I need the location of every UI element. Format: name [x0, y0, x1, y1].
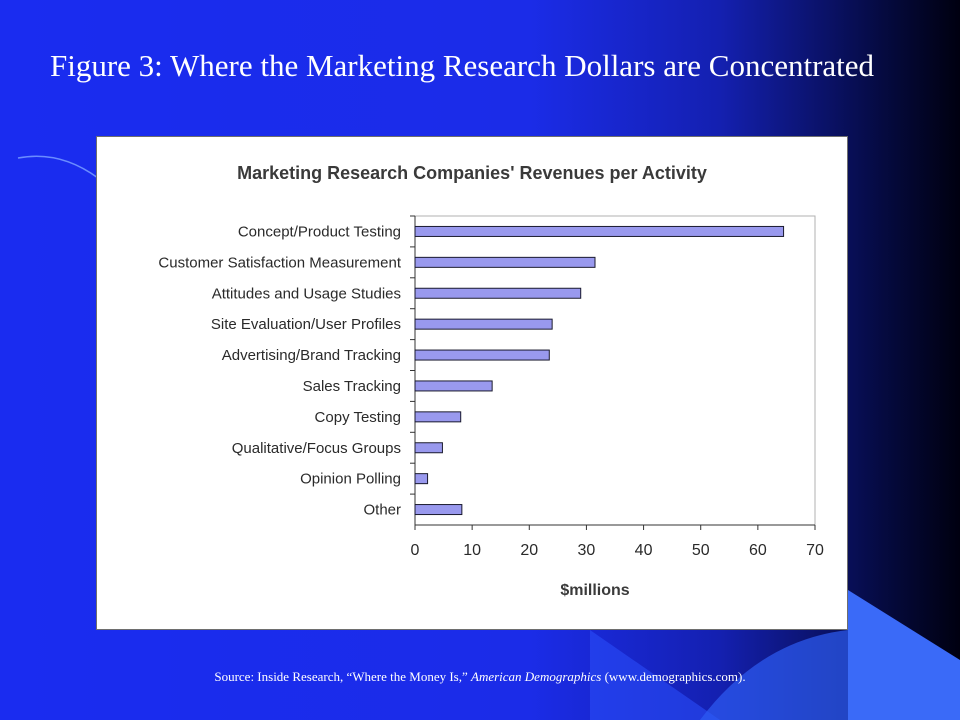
x-tick-label: 50 [692, 542, 710, 559]
bar-chart: Marketing Research Companies' Revenues p… [158, 163, 824, 599]
x-tick-label: 10 [463, 542, 481, 559]
chart-title: Marketing Research Companies' Revenues p… [237, 163, 707, 183]
bar [414, 473, 429, 485]
category-label: Customer Satisfaction Measurement [158, 254, 401, 271]
category-label: Site Evaluation/User Profiles [211, 316, 401, 333]
bar [414, 380, 493, 392]
x-tick-label: 60 [749, 542, 767, 559]
bar [414, 256, 596, 268]
bar [414, 411, 462, 423]
x-tick-label: 70 [806, 542, 824, 559]
source-citation: Source: Inside Research, “Where the Mone… [0, 669, 960, 685]
category-label: Copy Testing [315, 409, 401, 426]
chart-panel: Marketing Research Companies' Revenues p… [96, 136, 848, 630]
category-label: Concept/Product Testing [238, 223, 401, 240]
bar [414, 504, 463, 516]
bar [414, 442, 443, 454]
bar [414, 287, 582, 299]
category-label: Qualitative/Focus Groups [232, 440, 401, 457]
category-label: Advertising/Brand Tracking [222, 347, 401, 364]
bar [414, 225, 785, 237]
category-label: Opinion Polling [300, 471, 401, 488]
bar [414, 318, 553, 330]
source-prefix: Source: Inside Research, “Where the Mone… [214, 669, 471, 684]
source-suffix: (www.demographics.com). [601, 669, 746, 684]
x-tick-label: 0 [411, 542, 420, 559]
x-tick-label: 40 [635, 542, 653, 559]
source-publication: American Demographics [471, 669, 602, 684]
x-axis-label: $millions [560, 582, 629, 599]
category-label: Sales Tracking [303, 378, 401, 395]
bar [414, 349, 550, 361]
x-tick-label: 20 [520, 542, 538, 559]
category-label: Other [363, 502, 401, 519]
slide-title: Figure 3: Where the Marketing Research D… [50, 48, 875, 83]
category-label: Attitudes and Usage Studies [212, 285, 401, 302]
x-tick-label: 30 [578, 542, 596, 559]
